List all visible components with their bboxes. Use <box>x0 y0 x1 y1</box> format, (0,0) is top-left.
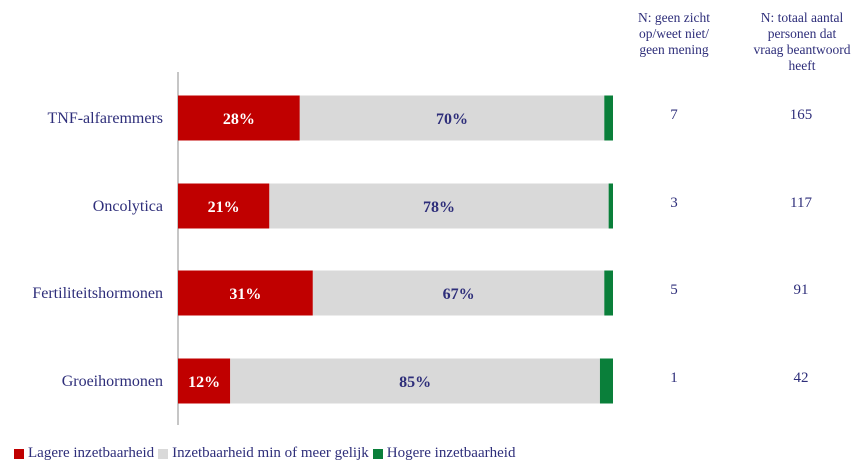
n-unknown-value-oncolytica: 3 <box>670 195 678 211</box>
bar-equal-fertiliteitshormonen <box>312 270 605 316</box>
legend: Lagere inzetbaarheid Inzetbaarheid min o… <box>14 445 519 462</box>
data-label-lower-tnf-alfaremmers: 28% <box>223 111 255 128</box>
n-total-value-groeihormonen: 42 <box>794 370 809 386</box>
legend-swatch-equal <box>158 448 169 459</box>
legend-label-lower: Lagere inzetbaarheid <box>28 445 155 461</box>
bar-lower-tnf-alfaremmers <box>178 95 300 141</box>
legend-item-higher: Hogere inzetbaarheid <box>372 445 516 462</box>
data-label-equal-fertiliteitshormonen: 67% <box>443 286 475 303</box>
legend-item-equal: Inzetbaarheid min of meer gelijk <box>158 445 369 462</box>
legend-swatch-higher <box>372 448 383 459</box>
legend-label-equal: Inzetbaarheid min of meer gelijk <box>172 445 369 461</box>
column-header-n-unknown: N: geen zicht op/weet niet/ geen mening <box>638 10 710 57</box>
data-label-equal-oncolytica: 78% <box>423 199 455 216</box>
data-label-equal-tnf-alfaremmers: 70% <box>436 111 468 128</box>
category-label-tnf-alfaremmers: TNF-alfaremmers <box>47 110 163 127</box>
bar-equal-tnf-alfaremmers <box>299 95 605 141</box>
category-label-oncolytica: Oncolytica <box>93 198 163 215</box>
legend-label-higher: Hogere inzetbaarheid <box>386 445 516 461</box>
bar-lower-oncolytica <box>178 183 270 229</box>
bar-higher-groeihormonen <box>599 358 613 404</box>
bar-higher-fertiliteitshormonen <box>604 270 613 316</box>
n-total-value-oncolytica: 117 <box>790 195 812 211</box>
category-label-fertiliteitshormonen: Fertiliteitshormonen <box>32 285 163 302</box>
data-label-equal-groeihormonen: 85% <box>399 374 431 391</box>
data-label-lower-groeihormonen: 12% <box>188 374 220 391</box>
legend-swatch-lower <box>14 448 24 459</box>
category-label-groeihormonen: Groeihormonen <box>62 373 163 390</box>
bar-higher-oncolytica <box>608 183 613 229</box>
n-total-value-tnf-alfaremmers: 165 <box>790 107 813 123</box>
bar-lower-groeihormonen <box>178 358 231 404</box>
n-unknown-value-groeihormonen: 1 <box>670 370 678 386</box>
data-label-lower-fertiliteitshormonen: 31% <box>229 286 261 303</box>
bar-higher-tnf-alfaremmers <box>604 95 613 141</box>
data-label-lower-oncolytica: 21% <box>208 199 240 216</box>
bar-lower-fertiliteitshormonen <box>178 270 313 316</box>
n-total-value-fertiliteitshormonen: 91 <box>794 282 809 298</box>
bar-equal-oncolytica <box>269 183 609 229</box>
column-header-n-total: N: totaal aantal personen dat vraag bean… <box>753 10 851 73</box>
legend-item-lower: Lagere inzetbaarheid <box>14 445 154 462</box>
bar-equal-groeihormonen <box>230 358 600 404</box>
n-unknown-value-tnf-alfaremmers: 7 <box>670 107 678 123</box>
n-unknown-value-fertiliteitshormonen: 5 <box>670 282 678 298</box>
